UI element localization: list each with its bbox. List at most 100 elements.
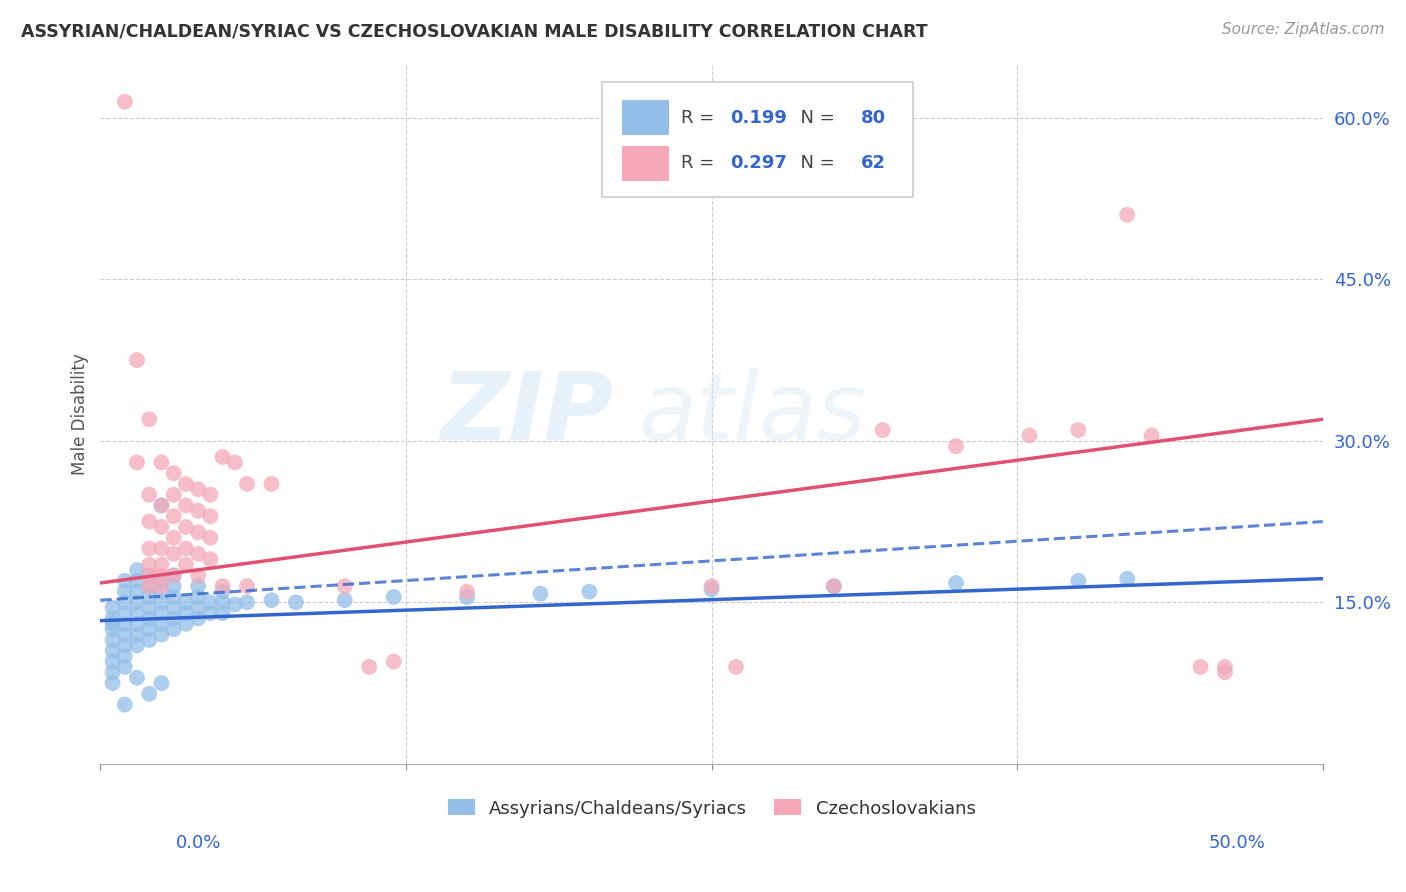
- Point: [138, 687, 160, 701]
- Point: [101, 676, 124, 690]
- Point: [138, 558, 160, 572]
- Text: N =: N =: [789, 109, 839, 127]
- Point: [187, 611, 209, 625]
- Point: [187, 504, 209, 518]
- Point: [101, 600, 124, 615]
- Point: [150, 541, 173, 556]
- Point: [163, 579, 186, 593]
- Point: [150, 627, 173, 641]
- Point: [101, 622, 124, 636]
- Point: [150, 606, 173, 620]
- Point: [724, 660, 747, 674]
- Point: [1067, 423, 1090, 437]
- Point: [125, 353, 148, 368]
- Point: [150, 584, 173, 599]
- Point: [138, 541, 160, 556]
- Point: [945, 439, 967, 453]
- Point: [174, 606, 197, 620]
- Point: [138, 579, 160, 593]
- Point: [138, 412, 160, 426]
- Point: [174, 595, 197, 609]
- Point: [138, 568, 160, 582]
- Point: [101, 611, 124, 625]
- Text: 50.0%: 50.0%: [1209, 834, 1265, 852]
- Point: [125, 616, 148, 631]
- Text: R =: R =: [681, 109, 720, 127]
- Point: [150, 558, 173, 572]
- Text: R =: R =: [681, 154, 720, 172]
- Point: [163, 568, 186, 582]
- Point: [200, 488, 222, 502]
- Point: [114, 574, 136, 588]
- Point: [187, 525, 209, 540]
- Point: [174, 477, 197, 491]
- Point: [200, 531, 222, 545]
- Point: [101, 633, 124, 648]
- Point: [163, 590, 186, 604]
- Point: [211, 450, 233, 464]
- Point: [456, 584, 478, 599]
- Point: [138, 633, 160, 648]
- Point: [150, 520, 173, 534]
- Text: N =: N =: [789, 154, 839, 172]
- Point: [114, 660, 136, 674]
- Point: [163, 547, 186, 561]
- Point: [163, 600, 186, 615]
- Point: [236, 595, 259, 609]
- Point: [333, 579, 356, 593]
- Point: [150, 574, 173, 588]
- Point: [138, 579, 160, 593]
- Point: [200, 552, 222, 566]
- Point: [200, 509, 222, 524]
- Point: [114, 95, 136, 109]
- Point: [163, 611, 186, 625]
- Point: [224, 455, 246, 469]
- Point: [260, 477, 283, 491]
- Point: [125, 574, 148, 588]
- Point: [150, 595, 173, 609]
- Point: [163, 622, 186, 636]
- Point: [114, 698, 136, 712]
- Point: [114, 649, 136, 664]
- Point: [1116, 572, 1139, 586]
- Bar: [623, 145, 669, 181]
- Text: 80: 80: [860, 109, 886, 127]
- Point: [187, 483, 209, 497]
- Point: [163, 488, 186, 502]
- Point: [382, 655, 405, 669]
- Point: [236, 477, 259, 491]
- Point: [174, 520, 197, 534]
- Y-axis label: Male Disability: Male Disability: [72, 353, 89, 475]
- Point: [101, 655, 124, 669]
- Text: 0.297: 0.297: [730, 154, 787, 172]
- Point: [1018, 428, 1040, 442]
- Point: [224, 598, 246, 612]
- Point: [138, 611, 160, 625]
- Point: [700, 582, 723, 597]
- Point: [1213, 660, 1236, 674]
- Point: [114, 627, 136, 641]
- Point: [150, 499, 173, 513]
- Point: [163, 509, 186, 524]
- Point: [187, 568, 209, 582]
- Point: [125, 595, 148, 609]
- Point: [125, 606, 148, 620]
- Point: [174, 541, 197, 556]
- Point: [138, 590, 160, 604]
- Point: [138, 488, 160, 502]
- Point: [200, 606, 222, 620]
- Point: [187, 590, 209, 604]
- Point: [114, 639, 136, 653]
- Point: [174, 616, 197, 631]
- Point: [823, 579, 845, 593]
- Point: [945, 576, 967, 591]
- Point: [138, 600, 160, 615]
- Point: [114, 606, 136, 620]
- Point: [125, 584, 148, 599]
- Point: [163, 531, 186, 545]
- Point: [174, 499, 197, 513]
- Point: [382, 590, 405, 604]
- Point: [125, 639, 148, 653]
- Point: [578, 584, 600, 599]
- Point: [236, 579, 259, 593]
